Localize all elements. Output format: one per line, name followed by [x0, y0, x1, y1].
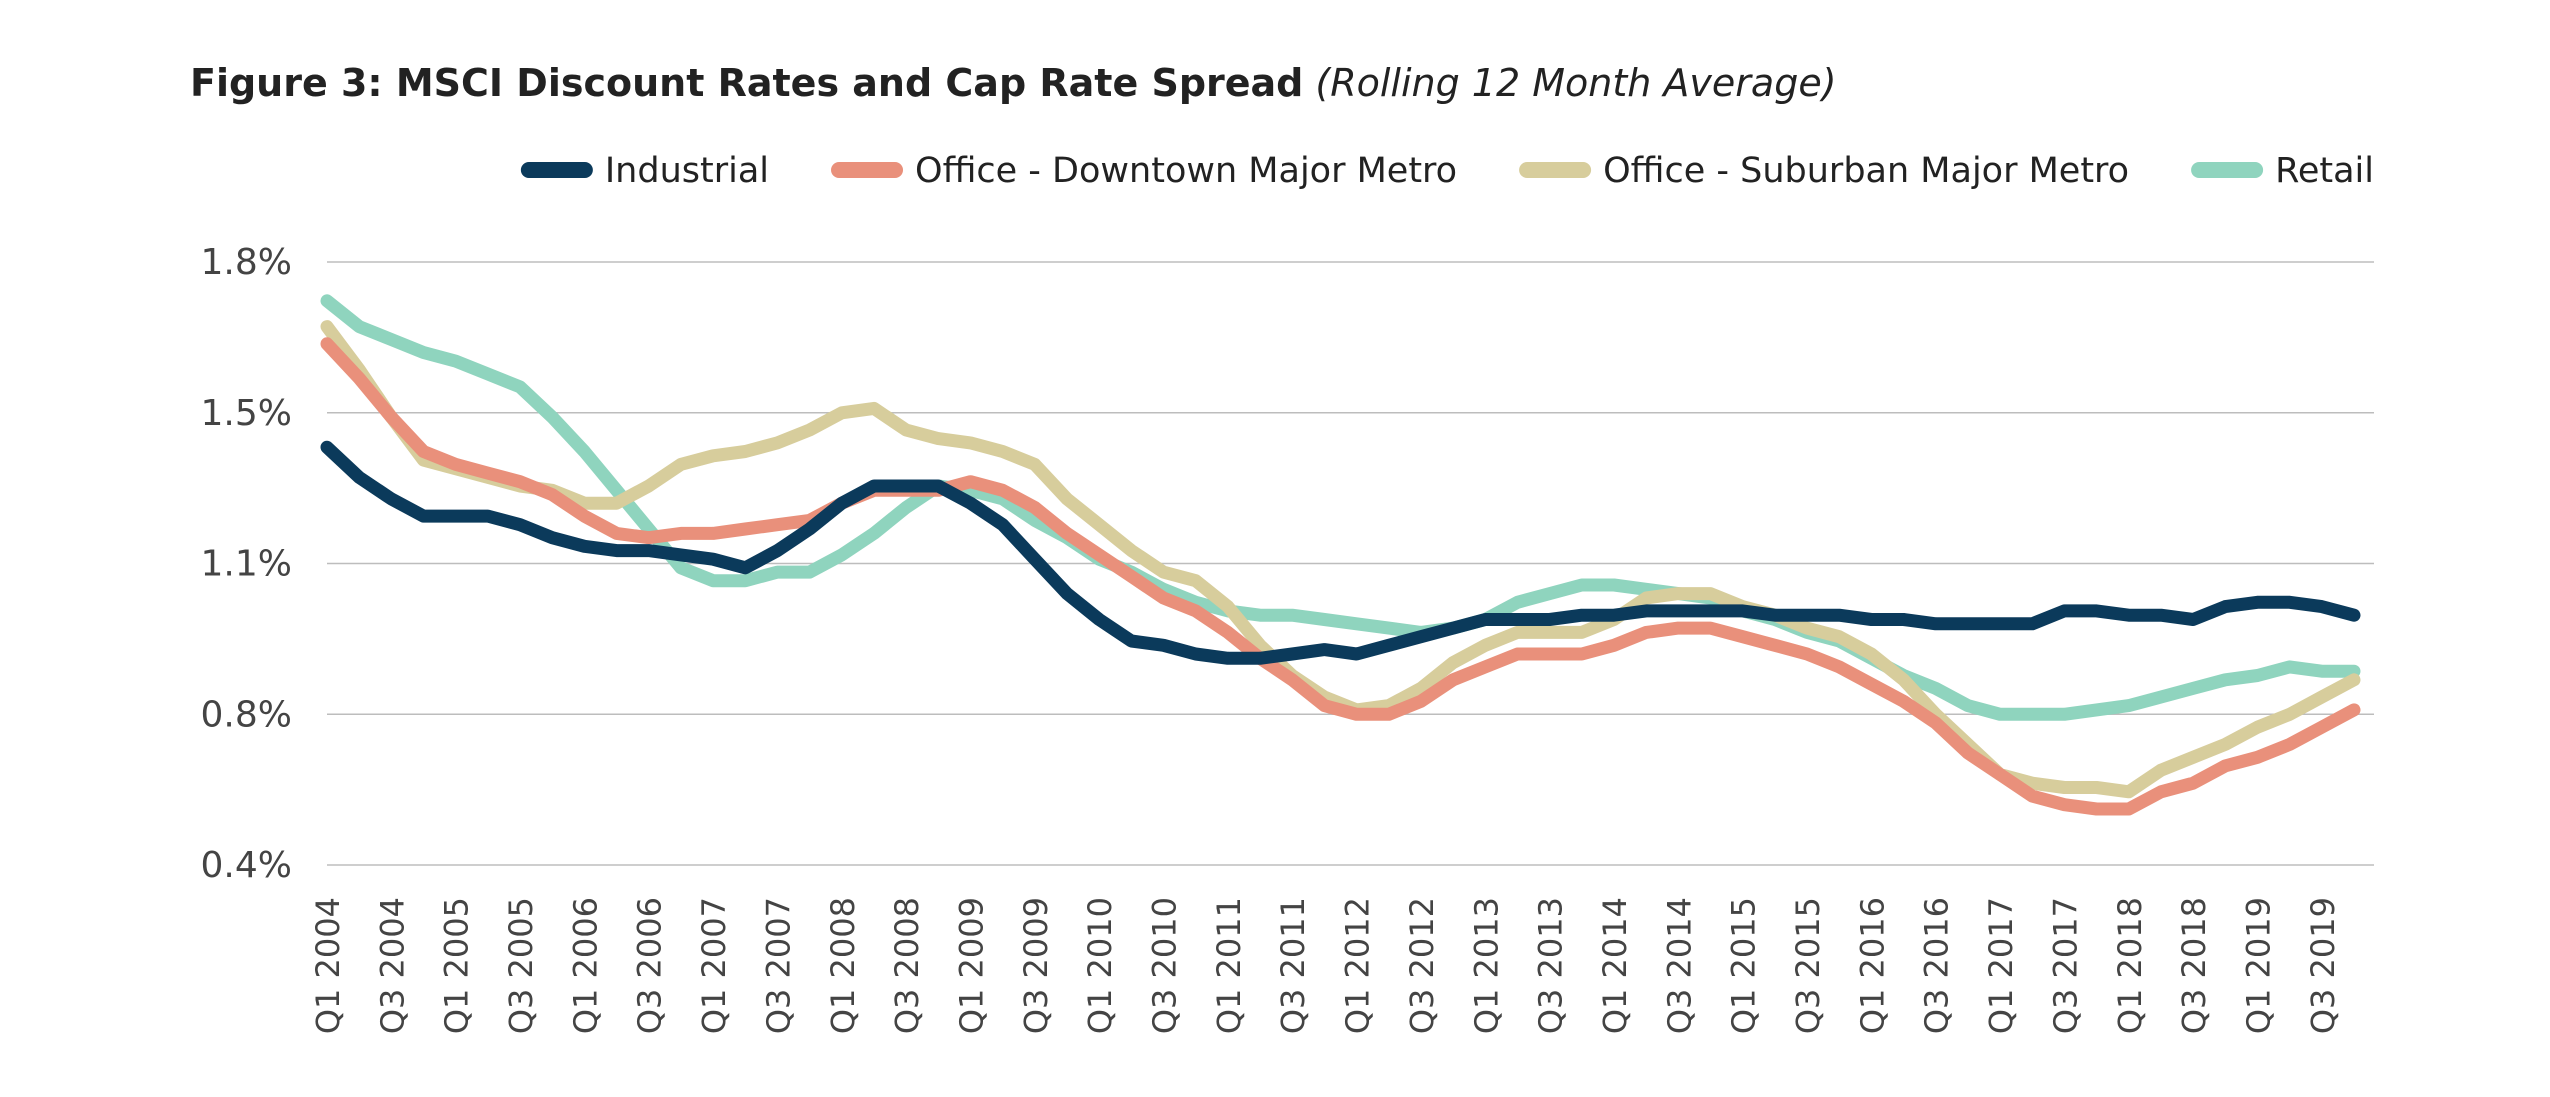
- x-tick-label: Q1 2006: [566, 897, 604, 1034]
- y-tick-label: 0.4%: [201, 845, 292, 886]
- x-tick-label: Q3 2019: [2304, 897, 2342, 1034]
- x-tick-label: Q3 2008: [888, 897, 926, 1034]
- x-tick-label: Q1 2007: [695, 897, 733, 1034]
- x-tick-label: Q3 2016: [1918, 897, 1956, 1034]
- x-tick-label: Q3 2011: [1274, 897, 1312, 1034]
- line-series: [320, 320, 2361, 799]
- x-tick-label: Q3 2006: [631, 897, 669, 1034]
- x-tick-label: Q1 2012: [1339, 897, 1377, 1034]
- legend-item: Retail: [2191, 151, 2374, 191]
- legend-item: Office - Suburban Major Metro: [1519, 151, 2129, 191]
- x-tick-label: Q1 2009: [952, 897, 990, 1034]
- x-tick-label: Q1 2014: [1596, 897, 1634, 1034]
- x-tick-label: Q1 2005: [438, 897, 476, 1034]
- x-tick-label: Q3 2007: [759, 897, 797, 1034]
- x-tick-label: Q3 2015: [1789, 897, 1827, 1034]
- x-tick-label: Q3 2018: [2175, 897, 2213, 1034]
- legend-label: Office - Suburban Major Metro: [1603, 151, 2129, 191]
- x-tick-label: Q1 2017: [1982, 897, 2020, 1034]
- y-tick-label: 1.5%: [201, 393, 292, 434]
- x-tick-label: Q1 2019: [2239, 897, 2277, 1034]
- legend-label: Office - Downtown Major Metro: [915, 151, 1457, 191]
- x-tick-label: Q3 2010: [1146, 897, 1184, 1034]
- line-series: [320, 440, 2361, 665]
- x-tick-label: Q3 2005: [502, 897, 540, 1034]
- legend-label: Industrial: [605, 151, 769, 191]
- x-tick-label: Q1 2011: [1210, 897, 1248, 1034]
- x-tick-label: Q1 2016: [1853, 897, 1891, 1034]
- legend-item: Industrial: [520, 151, 769, 191]
- y-tick-label: 1.8%: [201, 242, 292, 283]
- x-tick-label: Q3 2013: [1532, 897, 1570, 1034]
- legend-item: Office - Downtown Major Metro: [831, 151, 1457, 191]
- x-tick-label: Q3 2004: [373, 897, 411, 1034]
- x-tick-label: Q3 2009: [1017, 897, 1055, 1034]
- x-tick-label: Q1 2008: [824, 897, 862, 1034]
- subtitle: (Rolling 12 Month Average): [1315, 61, 1836, 105]
- x-tick-label: Q1 2004: [309, 897, 347, 1034]
- legend-label: Retail: [2275, 151, 2374, 191]
- x-tick-label: Q3 2012: [1403, 897, 1441, 1034]
- y-tick-label: 1.1%: [201, 544, 292, 585]
- x-tick-label: Q1 2018: [2111, 897, 2149, 1034]
- x-tick-label: Q1 2015: [1725, 897, 1763, 1034]
- chart-title: Figure 3: MSCI Discount Rates and Cap Ra…: [190, 61, 1837, 105]
- x-tick-label: Q3 2014: [1660, 897, 1698, 1034]
- y-tick-label: 0.8%: [201, 694, 292, 735]
- x-tick-label: Q1 2010: [1081, 897, 1119, 1034]
- x-tick-label: Q1 2013: [1467, 897, 1505, 1034]
- legend: Industrial Office - Downtown Major Metro O…: [520, 151, 2374, 191]
- x-tick-label: Q3 2017: [2046, 897, 2084, 1034]
- line-series: [320, 337, 2361, 816]
- title: Figure 3: MSCI Discount Rates and Cap Ra…: [190, 61, 1303, 105]
